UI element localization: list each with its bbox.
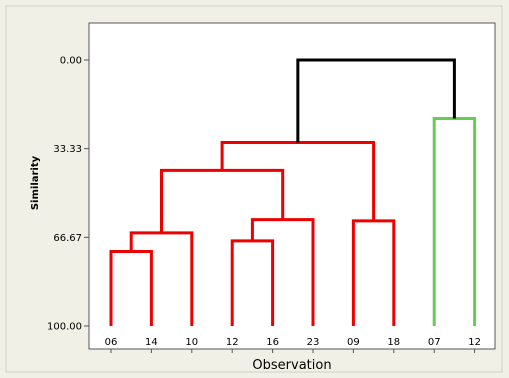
- y-tick-label: 100.00: [47, 322, 82, 333]
- y-tick-label: 33.33: [53, 144, 82, 155]
- y-tick-label: 66.67: [53, 233, 82, 244]
- y-axis-ticks: 0.00 33.33 66.67 100.00: [47, 56, 89, 333]
- x-tick-label: 07: [428, 337, 441, 348]
- x-tick-label: 09: [347, 337, 360, 348]
- x-axis-title: Observation: [252, 358, 331, 373]
- x-tick-label: 06: [105, 337, 118, 348]
- plot-area: [88, 22, 496, 350]
- y-tick-label: 0.00: [60, 56, 82, 67]
- x-tick-label: 10: [185, 337, 198, 348]
- x-tick-label: 14: [145, 337, 158, 348]
- dendrogram-links: [109, 58, 477, 326]
- x-tick-label: 16: [266, 337, 279, 348]
- x-axis-ticks: 06 14 10 12 16 23 09 18 07 12: [105, 337, 481, 353]
- x-tick-label: 18: [387, 337, 400, 348]
- y-axis-title: Similarity: [30, 155, 41, 210]
- x-tick-label: 23: [307, 337, 320, 348]
- dendrogram-link: [296, 58, 456, 143]
- x-tick-label: 12: [468, 337, 481, 348]
- x-tick-label: 12: [226, 337, 239, 348]
